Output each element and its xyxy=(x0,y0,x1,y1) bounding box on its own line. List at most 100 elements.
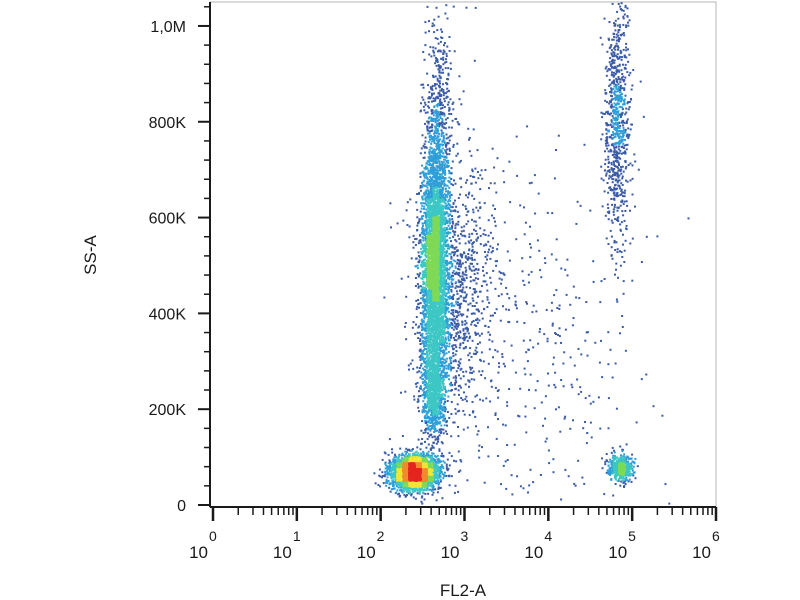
event-point xyxy=(448,207,451,210)
event-point xyxy=(631,123,633,126)
event-point xyxy=(416,264,419,267)
event-point xyxy=(408,449,411,452)
event-point xyxy=(394,481,397,484)
event-point xyxy=(617,145,620,148)
event-point xyxy=(616,209,619,212)
event-point xyxy=(610,120,613,123)
event-point xyxy=(458,307,461,310)
event-point xyxy=(621,165,624,168)
event-point xyxy=(621,146,624,149)
event-point xyxy=(612,131,614,134)
event-point xyxy=(458,364,461,367)
event-point xyxy=(448,139,451,142)
event-point xyxy=(611,462,614,465)
event-point xyxy=(617,276,619,279)
event-point xyxy=(452,295,454,298)
event-point xyxy=(462,428,465,431)
event-point xyxy=(422,352,425,355)
event-point xyxy=(428,30,430,33)
event-point xyxy=(424,251,427,254)
event-point xyxy=(469,302,472,305)
event-point xyxy=(500,483,502,486)
event-point xyxy=(589,209,592,212)
event-point xyxy=(462,90,465,93)
event-point xyxy=(464,323,467,326)
event-point xyxy=(622,130,625,133)
event-point xyxy=(616,479,619,482)
event-point xyxy=(427,172,430,175)
event-point xyxy=(441,124,444,127)
event-point xyxy=(423,368,426,371)
event-point xyxy=(437,113,439,116)
event-point xyxy=(410,494,413,497)
event-point xyxy=(408,453,411,456)
event-point xyxy=(615,85,618,88)
event-point xyxy=(435,456,438,458)
event-point xyxy=(448,464,451,467)
event-point xyxy=(446,260,449,263)
event-point xyxy=(430,177,433,180)
event-point xyxy=(617,216,620,219)
event-point xyxy=(443,353,446,356)
event-point xyxy=(408,368,410,371)
event-point xyxy=(449,253,452,256)
event-point xyxy=(443,362,446,365)
event-point xyxy=(443,393,446,396)
event-point xyxy=(430,421,433,424)
event-point xyxy=(598,361,601,364)
event-point xyxy=(447,190,450,193)
event-point xyxy=(427,141,430,143)
event-point xyxy=(503,340,506,343)
event-point xyxy=(448,286,451,288)
event-point xyxy=(449,227,452,230)
event-point xyxy=(434,118,437,121)
event-point xyxy=(444,202,447,205)
event-point xyxy=(506,444,509,446)
event-point xyxy=(453,179,455,182)
event-point xyxy=(467,256,470,259)
event-point xyxy=(432,484,435,487)
event-point xyxy=(455,376,458,379)
event-point xyxy=(448,180,451,183)
event-point xyxy=(466,339,469,342)
event-point xyxy=(475,308,478,311)
event-point xyxy=(447,162,450,165)
event-point xyxy=(429,175,432,178)
event-point xyxy=(484,280,487,283)
event-point xyxy=(454,199,456,202)
event-point xyxy=(431,124,434,127)
event-point xyxy=(468,241,471,244)
event-point xyxy=(428,130,431,133)
event-point xyxy=(426,403,429,406)
event-point xyxy=(552,458,555,461)
event-point xyxy=(445,467,448,470)
event-point xyxy=(430,428,432,430)
event-point xyxy=(625,26,628,29)
event-point xyxy=(610,235,613,238)
event-point xyxy=(613,197,616,200)
event-point xyxy=(441,196,444,199)
event-point xyxy=(631,467,634,470)
event-point xyxy=(440,93,443,96)
event-point xyxy=(603,190,606,193)
event-point xyxy=(442,354,445,357)
event-point xyxy=(601,133,604,136)
event-point xyxy=(454,182,457,185)
event-point xyxy=(424,409,426,412)
event-point xyxy=(444,401,447,403)
event-point xyxy=(611,464,614,467)
event-point xyxy=(619,223,622,226)
event-point xyxy=(457,435,460,438)
event-point xyxy=(469,335,471,338)
event-point xyxy=(439,347,442,350)
event-point xyxy=(625,460,628,463)
event-point xyxy=(611,71,613,74)
event-point xyxy=(445,252,448,255)
event-point xyxy=(439,480,442,483)
event-point xyxy=(448,169,450,172)
event-point xyxy=(430,140,433,143)
event-point xyxy=(441,393,444,396)
event-point xyxy=(621,326,624,328)
event-point xyxy=(624,239,627,242)
event-point xyxy=(630,98,632,100)
